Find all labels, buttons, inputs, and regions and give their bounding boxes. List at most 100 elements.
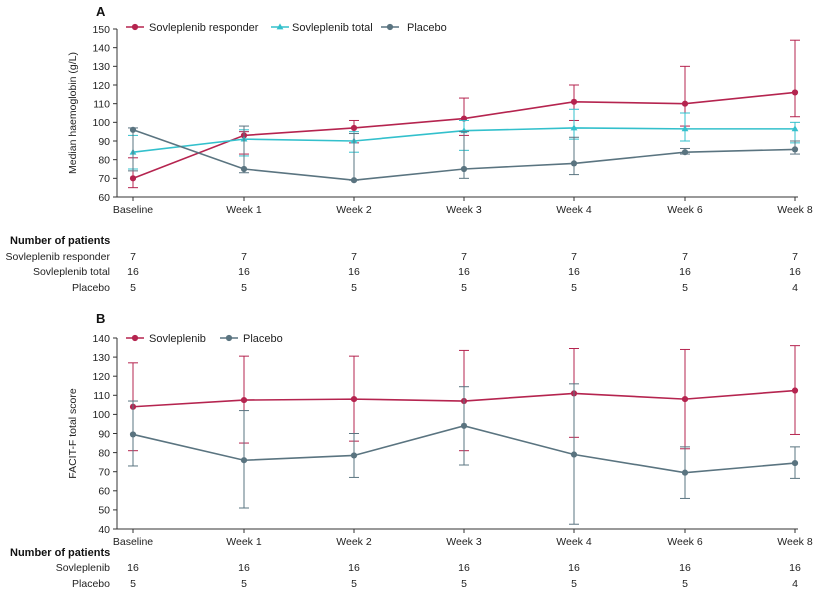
y-tick-label: 70: [98, 467, 110, 479]
data-point: [350, 177, 358, 184]
table-cell: 5: [130, 578, 136, 590]
x-axis: Baseline Week 1 Week 2 Week 3 Week 4 Week 6 We…: [113, 196, 813, 216]
table-row-label: Placebo: [72, 282, 110, 294]
legend-item: Placebo: [220, 333, 283, 345]
table-cell: 7: [571, 251, 577, 263]
table-cell: 7: [130, 251, 136, 263]
table-row: Placebo 5 5 5 5 5 5 4: [72, 282, 798, 294]
x-axis: Baseline Week 1 Week 2 Week 3 Week 4 Week 6 We…: [113, 528, 813, 548]
legend-label: Sovleplenib: [149, 333, 206, 345]
y-tick-label: 130: [92, 352, 110, 364]
legend-label: Sovleplenib total: [292, 22, 373, 34]
y-tick-label: 80: [98, 154, 110, 166]
y-tick-label: 40: [98, 524, 110, 536]
data-point: [460, 422, 468, 429]
table-cell: 5: [571, 578, 577, 590]
error-bar: [239, 125, 249, 174]
data-point: [791, 146, 799, 153]
data-point: [350, 396, 358, 403]
y-tick-label: 60: [98, 192, 110, 204]
data-point: [791, 89, 799, 96]
x-tick-label: Week 3: [446, 204, 482, 216]
table-cell: 16: [789, 562, 801, 574]
table-title: Number of patients: [10, 547, 110, 559]
table-cell: 5: [351, 282, 357, 294]
data-point: [681, 125, 689, 132]
data-point: [129, 126, 137, 133]
table-cell: 4: [792, 282, 798, 294]
error-bar: [569, 136, 579, 176]
y-tick-label: 100: [92, 117, 110, 129]
table-cell: 5: [571, 282, 577, 294]
panel-b: B Sovleplenib Placebo 40 50 60 70 80 90 100 110 120…: [10, 311, 813, 590]
table-cell: 5: [682, 282, 688, 294]
patients-table: Number of patients Sovleplenib 16 16 16 16 16 1…: [10, 547, 801, 590]
data-point: [129, 431, 137, 438]
legend-item: Sovleplenib responder: [126, 22, 259, 34]
table-row-label: Sovleplenib responder: [6, 251, 111, 263]
x-tick-label: Week 1: [226, 536, 262, 548]
error-bar: [790, 39, 800, 118]
table-title: Number of patients: [10, 235, 110, 247]
y-tick-label: 120: [92, 371, 110, 383]
y-tick-label: 90: [98, 428, 110, 440]
y-axis: 60 70 80 90 100 110 120 130 140 150 Median haemogl…: [67, 24, 118, 204]
table-row: Sovleplenib 16 16 16 16 16 16 16: [56, 562, 801, 574]
data-point: [570, 160, 578, 167]
x-tick-label: Baseline: [113, 204, 153, 216]
table-cell: 16: [458, 266, 470, 278]
y-tick-label: 140: [92, 42, 110, 54]
table-cell: 16: [127, 562, 139, 574]
table-cell: 16: [238, 562, 250, 574]
data-point: [681, 469, 689, 476]
table-cell: 7: [682, 251, 688, 263]
table-cell: 5: [461, 578, 467, 590]
data-point: [681, 100, 689, 107]
table-cell: 16: [679, 266, 691, 278]
panel-label: A: [96, 4, 106, 19]
legend-marker: [225, 334, 233, 342]
x-tick-label: Baseline: [113, 536, 153, 548]
data-point: [129, 175, 137, 182]
x-tick-label: Week 4: [556, 536, 592, 548]
table-row-label: Placebo: [72, 578, 110, 590]
data-point: [681, 396, 689, 403]
table-cell: 5: [130, 282, 136, 294]
y-tick-label: 140: [92, 333, 110, 345]
y-tick-label: 60: [98, 486, 110, 498]
legend-marker: [276, 23, 284, 30]
legend-item: Placebo: [381, 22, 447, 34]
data-point: [791, 387, 799, 394]
x-tick-label: Week 1: [226, 204, 262, 216]
x-tick-label: Week 6: [667, 204, 703, 216]
y-axis: 40 50 60 70 80 90 100 110 120 130 140 FACIT-F total…: [67, 333, 118, 536]
series-2: [128, 125, 800, 184]
y-tick-label: 130: [92, 61, 110, 73]
y-axis-label: FACIT-F total score: [67, 388, 79, 479]
legend: Sovleplenib responder Sovleplenib total Pl…: [126, 22, 447, 34]
table-cell: 7: [351, 251, 357, 263]
table-row: Placebo 5 5 5 5 5 5 4: [72, 578, 798, 590]
table-cell: 16: [679, 562, 691, 574]
legend-item: Sovleplenib total: [271, 22, 373, 34]
data-point: [791, 125, 799, 132]
data-point: [791, 460, 799, 467]
data-point: [240, 165, 248, 173]
table-cell: 5: [461, 282, 467, 294]
panel-a: A Sovleplenib responder Sovleplenib total P…: [6, 4, 813, 294]
data-point: [681, 149, 689, 156]
table-cell: 5: [241, 282, 247, 294]
data-point: [350, 452, 358, 459]
legend-label: Placebo: [407, 22, 447, 34]
data-point: [240, 396, 248, 404]
data-point: [350, 124, 358, 132]
table-cell: 5: [241, 578, 247, 590]
table-row-label: Sovleplenib: [56, 562, 110, 574]
y-tick-label: 110: [93, 390, 110, 402]
panel-label: B: [96, 311, 105, 326]
patients-table: Number of patients Sovleplenib responder 7…: [6, 235, 801, 294]
legend: Sovleplenib Placebo: [126, 333, 283, 345]
data-point: [240, 457, 248, 464]
table-row-label: Sovleplenib total: [33, 266, 110, 278]
